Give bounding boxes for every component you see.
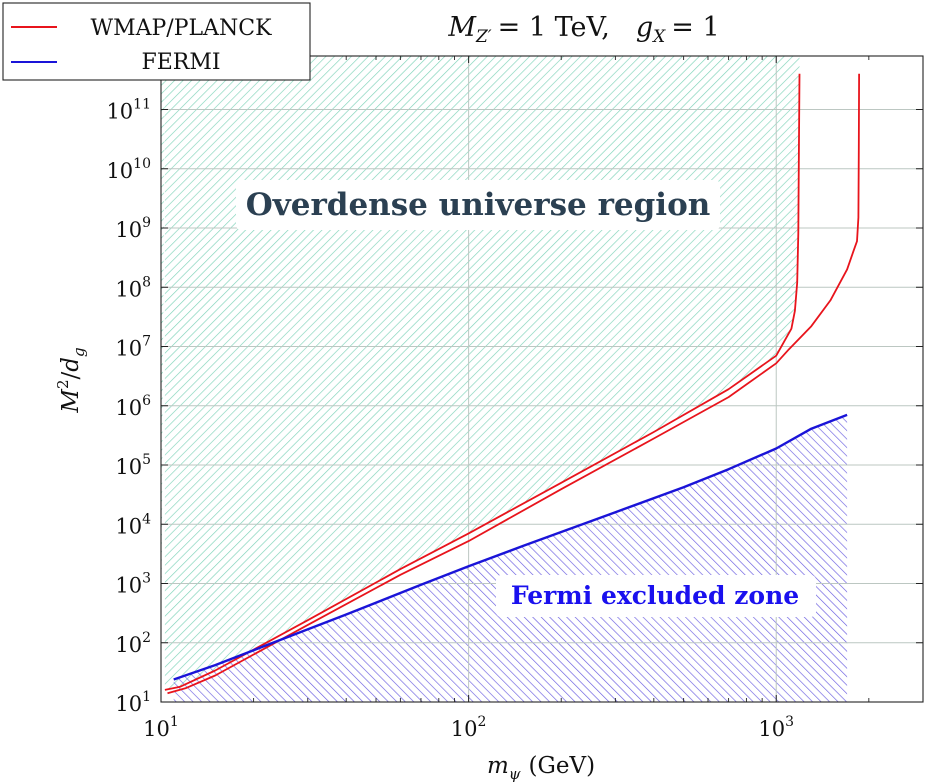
- series-line-wmap-1: [167, 73, 860, 695]
- overdense-annotation: Overdense universe region: [236, 180, 720, 230]
- plot-frame: [160, 55, 924, 703]
- legend-label-wmap: WMAP/PLANCK: [90, 16, 272, 41]
- ticks: 101 102 103 101 102 103 104 105 106 107 108 109 1010…: [106, 56, 923, 741]
- fermi-excluded-label: Fermi excluded zone: [511, 581, 799, 610]
- y-tick-label-8: 109: [115, 215, 151, 242]
- y-tick-label-9: 1010: [106, 156, 151, 183]
- series-line-wmap-0: [164, 73, 801, 691]
- y-tick-label-3: 104: [115, 511, 151, 538]
- y-tick-label-5: 106: [115, 393, 151, 420]
- overdense-label: Overdense universe region: [246, 187, 711, 223]
- x-tick-label-0: 101: [143, 714, 179, 741]
- y-tick-label-7: 108: [115, 274, 151, 301]
- y-tick-label-0: 101: [115, 689, 151, 716]
- legend-label-fermi: FERMI: [141, 50, 220, 75]
- y-tick-label-10: 1011: [106, 97, 151, 124]
- y-axis-label: M2/dg: [54, 347, 88, 413]
- fermi-excluded-region: [173, 414, 848, 702]
- y-tick-label-1: 102: [115, 630, 151, 657]
- x-axis-label: mψ (GeV): [487, 753, 595, 783]
- y-tick-label-6: 107: [115, 334, 151, 361]
- legend: WMAP/PLANCK FERMI: [2, 2, 311, 81]
- chart-title: MZ′ = 1 TeV, gX = 1: [447, 12, 719, 47]
- x-tick-label-2: 103: [758, 714, 794, 741]
- fermi-annotation: Fermi excluded zone: [496, 575, 816, 617]
- x-tick-label-1: 102: [451, 714, 487, 741]
- series-line-fermi-2: [173, 413, 848, 681]
- legend-box: [2, 2, 311, 81]
- y-tick-label-2: 103: [115, 571, 151, 598]
- y-tick-label-4: 105: [115, 452, 151, 479]
